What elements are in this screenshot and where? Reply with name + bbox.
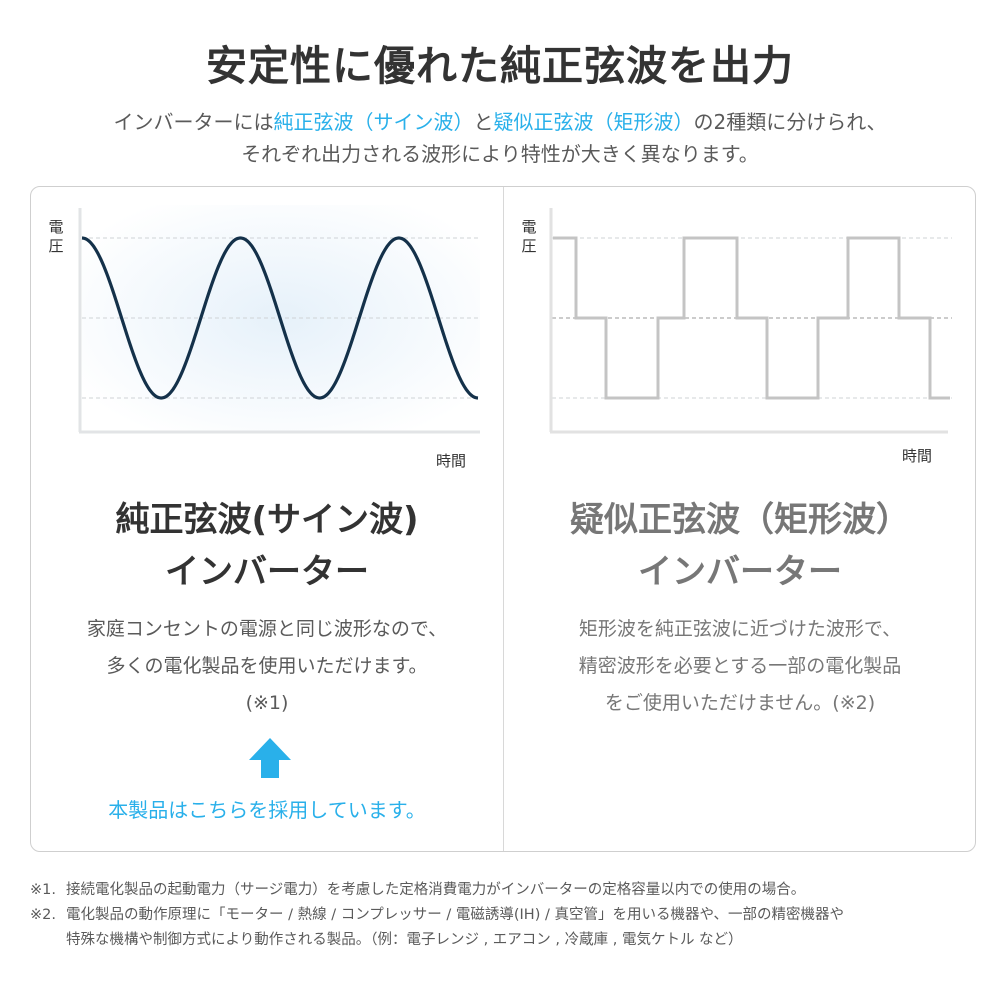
- footnotes: ※1. 接続電化製品の起動電力（サージ電力）を考慮した定格消費電力がインバーター…: [30, 878, 990, 953]
- panel-divider: [503, 187, 504, 851]
- square-description-line-2: 精密波形を必要とする一部の電化製品: [578, 655, 902, 677]
- square-x-axis-label: 時間: [902, 447, 933, 465]
- page-title: 安定性に優れた純正弦波を出力: [206, 42, 794, 90]
- footnote-2: ※2. 電化製品の動作原理に「モーター / 熱線 / コンプレッサー / 電磁誘…: [30, 903, 990, 953]
- sine-description-note: (※1): [245, 692, 289, 714]
- subtitle-text: の2種類に分けられ、: [693, 110, 887, 134]
- square-description-line-3: をご使用いただけません。(※2): [604, 692, 876, 714]
- sine-description-line-1: 家庭コンセントの電源と同じ波形なので、: [86, 618, 448, 640]
- waveform-charts: [78, 205, 952, 434]
- footnote-1: ※1. 接続電化製品の起動電力（サージ電力）を考慮した定格消費電力がインバーター…: [30, 878, 990, 903]
- footnote-text: 特殊な機構や制御方式により動作される製品。（例：電子レンジ , エアコン , 冷…: [66, 932, 743, 948]
- footnote-mark: ※1.: [30, 882, 56, 898]
- adopted-label: 本製品はこちらを採用しています。: [108, 798, 426, 822]
- square-description-line-1: 矩形波を純正弦波に近づけた波形で、: [578, 618, 902, 640]
- sine-heading-line-1: 純正弦波(サイン波): [115, 500, 419, 540]
- comparison-card: [30, 186, 976, 852]
- subtitle-line-2: それぞれ出力される波形により特性が大きく異なります。: [241, 142, 759, 166]
- subtitle-highlight-sine: 純正弦波（サイン波）: [273, 110, 474, 134]
- square-wave-line: [553, 236, 950, 400]
- subtitle-text: インバーターには: [113, 110, 274, 134]
- square-heading-line-2: インバーター: [638, 552, 842, 592]
- footnote-text: 電化製品の動作原理に「モーター / 熱線 / コンプレッサー / 電磁誘導(IH…: [66, 907, 845, 923]
- sine-y-axis-label: 電圧: [48, 218, 64, 255]
- square-heading-line-1: 疑似正弦波（矩形波）: [570, 500, 910, 540]
- sine-x-axis-label: 時間: [436, 452, 467, 470]
- footnote-text: 接続電化製品の起動電力（サージ電力）を考慮した定格消費電力がインバーターの定格容…: [66, 882, 806, 898]
- subtitle-highlight-square: 疑似正弦波（矩形波）: [493, 110, 694, 134]
- arrow-up-icon: [249, 738, 291, 778]
- square-y-axis-label: 電圧: [521, 218, 537, 255]
- sine-description-line-2: 多くの電化製品を使用いただけます。: [106, 655, 428, 677]
- subtitle-line-1: インバーターには純正弦波（サイン波）と疑似正弦波（矩形波）の2種類に分けられ、: [0, 106, 1000, 135]
- sine-wave-line: [81, 236, 479, 400]
- footnote-mark: ※2.: [30, 907, 56, 923]
- sine-heading-line-2: インバーター: [165, 552, 369, 592]
- sine-inverter-section: 純正弦波(サイン波) インバーター 家庭コンセントの電源と同じ波形なので、 多く…: [32, 494, 502, 722]
- subtitle-text: と: [473, 110, 494, 134]
- square-inverter-section: 疑似正弦波（矩形波） インバーター 矩形波を純正弦波に近づけた波形で、 精密波形…: [504, 494, 976, 722]
